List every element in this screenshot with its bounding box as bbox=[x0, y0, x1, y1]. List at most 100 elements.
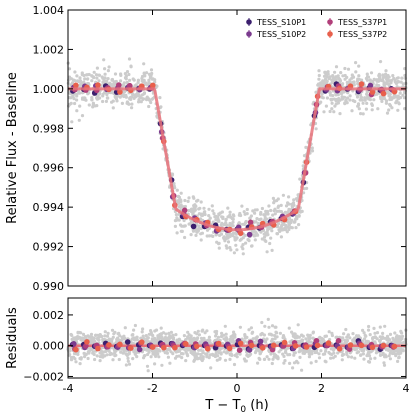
raw-point bbox=[102, 58, 106, 62]
raw-point bbox=[93, 357, 97, 362]
legend-item: TESS_S10P1 bbox=[246, 18, 306, 27]
raw-point bbox=[396, 348, 401, 352]
raw-point bbox=[235, 248, 239, 252]
raw-point bbox=[353, 356, 357, 360]
raw-point bbox=[166, 355, 170, 359]
raw-point bbox=[193, 203, 197, 207]
raw-point bbox=[328, 93, 333, 97]
raw-point bbox=[336, 98, 340, 102]
raw-point bbox=[334, 335, 338, 339]
raw-point bbox=[186, 354, 190, 358]
raw-point bbox=[113, 354, 117, 358]
legend-item: TESS_S37P2 bbox=[327, 30, 387, 39]
raw-point bbox=[197, 333, 201, 337]
raw-point bbox=[197, 207, 201, 211]
binned-point bbox=[150, 82, 156, 89]
raw-point bbox=[367, 360, 371, 364]
raw-point bbox=[356, 82, 360, 86]
binned-point bbox=[269, 346, 276, 353]
raw-point bbox=[270, 248, 274, 252]
raw-point bbox=[400, 334, 405, 338]
raw-point bbox=[386, 348, 391, 352]
raw-point bbox=[120, 101, 124, 105]
raw-point bbox=[239, 213, 243, 218]
raw-point bbox=[123, 326, 127, 330]
raw-point bbox=[307, 355, 311, 359]
raw-point bbox=[217, 219, 221, 223]
raw-point bbox=[362, 331, 366, 335]
raw-point bbox=[375, 337, 379, 341]
raw-point bbox=[78, 76, 82, 80]
raw-point bbox=[154, 328, 159, 332]
raw-point bbox=[367, 324, 371, 329]
raw-point bbox=[157, 355, 161, 359]
binned-point bbox=[73, 346, 79, 353]
raw-point bbox=[346, 333, 350, 337]
raw-point bbox=[326, 72, 330, 76]
raw-point bbox=[149, 68, 154, 72]
raw-point bbox=[112, 332, 116, 336]
raw-point bbox=[111, 99, 115, 103]
raw-point bbox=[388, 357, 392, 361]
raw-point bbox=[173, 224, 177, 228]
raw-point bbox=[150, 97, 154, 101]
raw-point bbox=[382, 361, 386, 365]
raw-point bbox=[176, 201, 181, 205]
raw-point bbox=[260, 331, 264, 336]
raw-point bbox=[222, 333, 226, 337]
raw-point bbox=[92, 70, 96, 74]
raw-point bbox=[277, 350, 281, 354]
raw-point bbox=[226, 240, 231, 244]
raw-point bbox=[105, 96, 109, 100]
raw-point bbox=[246, 238, 250, 242]
binned-point bbox=[246, 347, 253, 353]
binned-point bbox=[215, 340, 222, 347]
binned-point bbox=[247, 219, 254, 226]
raw-point bbox=[166, 347, 170, 351]
raw-point bbox=[175, 216, 179, 220]
raw-point bbox=[91, 101, 95, 105]
y-tick-label: 0.996 bbox=[33, 162, 65, 175]
raw-point bbox=[230, 217, 234, 221]
raw-point bbox=[378, 325, 382, 329]
raw-point bbox=[78, 79, 83, 83]
raw-point bbox=[265, 355, 269, 359]
binned-point bbox=[190, 223, 197, 230]
residuals-panel: −0.002 0.000 0.002 -4 -2 0 2 4 Residuals bbox=[5, 297, 410, 395]
binned-point bbox=[336, 346, 343, 352]
raw-point bbox=[388, 332, 393, 336]
raw-point bbox=[183, 235, 187, 240]
raw-point bbox=[276, 355, 280, 359]
binned-point bbox=[281, 339, 288, 346]
raw-point bbox=[388, 92, 392, 96]
raw-point bbox=[67, 67, 72, 71]
raw-point bbox=[180, 229, 184, 233]
raw-point bbox=[293, 220, 297, 224]
raw-point bbox=[266, 317, 270, 321]
raw-point bbox=[252, 220, 256, 224]
raw-point bbox=[295, 216, 299, 221]
binned-point bbox=[181, 207, 188, 214]
raw-point bbox=[282, 361, 286, 365]
raw-point bbox=[340, 91, 344, 95]
raw-point bbox=[226, 215, 230, 219]
raw-point bbox=[378, 353, 383, 357]
raw-point bbox=[283, 350, 288, 354]
raw-point bbox=[330, 107, 334, 111]
raw-point bbox=[221, 216, 225, 221]
raw-point bbox=[321, 96, 325, 100]
raw-point bbox=[77, 91, 81, 95]
raw-point bbox=[122, 337, 126, 341]
raw-point bbox=[290, 330, 294, 334]
raw-point bbox=[171, 336, 176, 340]
raw-point bbox=[384, 99, 389, 103]
raw-point bbox=[69, 77, 73, 81]
raw-point bbox=[189, 220, 193, 224]
raw-point bbox=[317, 73, 321, 78]
raw-point bbox=[260, 237, 264, 241]
raw-point bbox=[159, 333, 163, 337]
raw-point bbox=[276, 205, 280, 209]
raw-point bbox=[94, 73, 99, 77]
raw-point bbox=[288, 225, 293, 229]
